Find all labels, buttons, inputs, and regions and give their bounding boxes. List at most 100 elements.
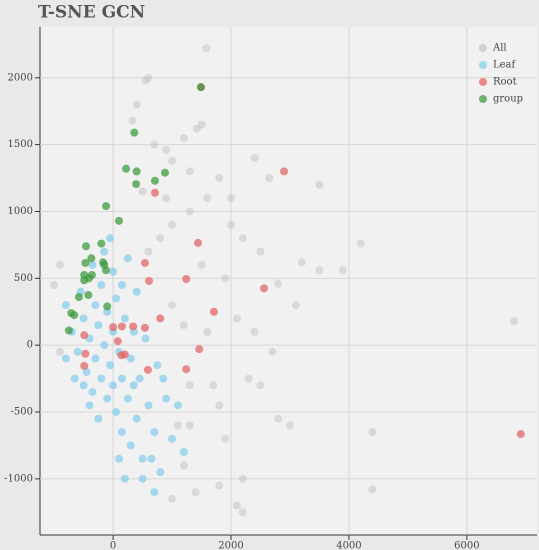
point [209,381,217,389]
point [117,351,125,359]
point [106,361,114,369]
y-tick-label: -500 [11,407,33,418]
point [198,261,206,269]
point [50,281,58,289]
point [88,388,96,396]
point [94,415,102,423]
point [109,323,117,331]
point [145,277,153,285]
chart-title: T-SNE GCN [38,3,145,23]
x-tick-label: 2000 [218,541,243,550]
point [517,430,525,438]
point [124,395,132,403]
point [186,207,194,215]
point [256,248,264,256]
point [274,415,282,423]
point [210,308,218,316]
point [274,280,282,288]
point [298,258,306,266]
point [315,266,323,274]
point [197,83,205,91]
point [369,428,377,436]
point [56,261,64,269]
point [80,314,88,322]
point [86,401,94,409]
point [180,134,188,142]
point [233,314,241,322]
point [194,239,202,247]
point [151,177,159,185]
point [227,221,235,229]
point [369,486,377,494]
point [251,328,259,336]
point [133,288,141,296]
legend-label: Root [493,77,517,88]
point [84,291,92,299]
point [150,141,158,149]
point [71,375,79,383]
point [192,488,200,496]
point [103,395,111,403]
point [268,348,276,356]
y-tick-label: -1000 [4,473,33,484]
point [510,317,518,325]
point [315,181,323,189]
point [56,348,64,356]
point [265,174,273,182]
point [121,314,129,322]
point [198,121,206,129]
y-tick-label: 1500 [8,139,33,150]
point [65,326,73,334]
point [121,475,129,483]
point [94,321,102,329]
point [127,441,135,449]
point [151,189,159,197]
point [153,361,161,369]
point [339,266,347,274]
point [102,202,110,210]
point [62,355,70,363]
point [239,234,247,242]
legend-marker [479,95,487,103]
point [133,101,141,109]
point [122,165,130,173]
x-tick-label: 4000 [336,541,361,550]
point [156,468,164,476]
point [82,242,90,250]
point [91,355,99,363]
point [186,381,194,389]
point [180,448,188,456]
point [162,395,170,403]
point [132,180,140,188]
legend-marker [479,44,487,52]
point [133,415,141,423]
point [239,475,247,483]
legend-label: Leaf [493,60,517,71]
point [245,375,253,383]
point [133,167,141,175]
point [62,301,70,309]
point [147,455,155,463]
point [156,314,164,322]
point [118,428,126,436]
point [109,381,117,389]
point [142,334,150,342]
point [150,488,158,496]
point [215,482,223,490]
point [141,259,149,267]
point [144,248,152,256]
point [161,169,169,177]
point [162,146,170,154]
point [97,281,105,289]
chart: T-SNE GCN -1000-500050010001500200002000… [0,0,539,550]
point [186,421,194,429]
y-tick-label: 1000 [8,206,33,217]
point [182,275,190,283]
point [130,129,138,137]
point [97,240,105,248]
point [112,294,120,302]
point [115,217,123,225]
point [124,254,132,262]
legend-label: group [493,94,523,105]
point [162,194,170,202]
